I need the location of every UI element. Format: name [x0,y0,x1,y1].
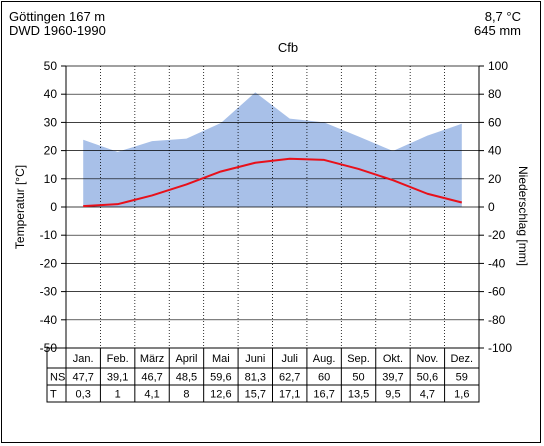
temperature-value-label: 4,7 [420,389,435,401]
temperature-value-label: 15,7 [245,389,266,401]
precipitation-value-label: 48,5 [176,372,197,384]
right-tick-label: -20 [488,228,506,242]
temperature-value-label: 4,1 [144,389,159,401]
climate-classification: Cfb [277,40,299,55]
table-row-label: NS [50,372,65,384]
temperature-value-label: 8 [183,389,189,401]
month-label: Feb. [107,353,129,365]
right-tick-label: 80 [488,87,502,101]
y-axis-left-title: Temperatur [°C] [13,165,27,249]
precipitation-value-label: 59,6 [210,372,231,384]
right-tick-label: 0 [488,200,495,214]
left-tick-label: 50 [44,59,58,73]
data-table-border [46,347,480,403]
month-label: Nov. [416,353,438,365]
left-tick-label: 20 [44,144,58,158]
precipitation-value-label: 62,7 [279,372,300,384]
right-tick-label: -100 [488,341,512,355]
temperature-value-label: 1 [115,389,121,401]
month-label: März [140,353,164,365]
temperature-value-label: 9,5 [385,389,400,401]
precipitation-value-label: 50,6 [417,372,438,384]
month-label: Aug. [313,353,336,365]
left-tick-label: 0 [50,200,57,214]
temperature-value-label: 1,6 [454,389,469,401]
left-tick-label: -40 [40,313,58,327]
right-tick-label: 100 [488,59,508,73]
right-tick-label: -40 [488,256,506,270]
table-row-label: T [50,389,57,401]
precipitation-value-label: 50 [352,372,364,384]
right-tick-label: 20 [488,172,502,186]
left-tick-label: 30 [44,115,58,129]
temperature-value-label: 16,7 [313,389,334,401]
right-tick-label: -80 [488,313,506,327]
month-label: Dez. [450,353,473,365]
precipitation-value-label: 39,7 [382,372,403,384]
month-label: Mai [212,353,230,365]
right-tick-label: -60 [488,285,506,299]
data-period: DWD 1960-1990 [9,23,106,38]
month-label: Jan. [73,353,94,365]
precipitation-value-label: 60 [318,372,330,384]
month-label: Sep. [347,353,370,365]
left-tick-label: 40 [44,87,58,101]
precipitation-value-label: 81,3 [245,372,266,384]
precipitation-value-label: 46,7 [141,372,162,384]
precipitation-value-label: 39,1 [107,372,128,384]
month-label: April [175,353,197,365]
left-tick-label: -30 [40,285,58,299]
left-tick-label: -20 [40,256,58,270]
right-tick-label: 60 [488,115,502,129]
month-label: Okt. [383,353,403,365]
temperature-value-label: 17,1 [279,389,300,401]
left-tick-label: -10 [40,228,58,242]
month-label: Juni [245,353,265,365]
month-label: Juli [281,353,298,365]
temperature-value-label: 13,5 [348,389,369,401]
left-tick-label: 10 [44,172,58,186]
right-tick-label: 40 [488,144,502,158]
temperature-value-label: 0,3 [76,389,91,401]
annual-precipitation: 645 mm [474,23,521,38]
mean-temperature: 8,7 °C [484,9,521,24]
station-name: Göttingen 167 m [9,9,106,24]
temperature-value-label: 12,6 [210,389,231,401]
precipitation-area [83,92,462,207]
precipitation-value-label: 47,7 [72,372,93,384]
temperature-line [83,157,463,208]
precipitation-value-label: 59 [456,372,468,384]
y-axis-right-title: Niederschlag [mm] [516,166,530,266]
